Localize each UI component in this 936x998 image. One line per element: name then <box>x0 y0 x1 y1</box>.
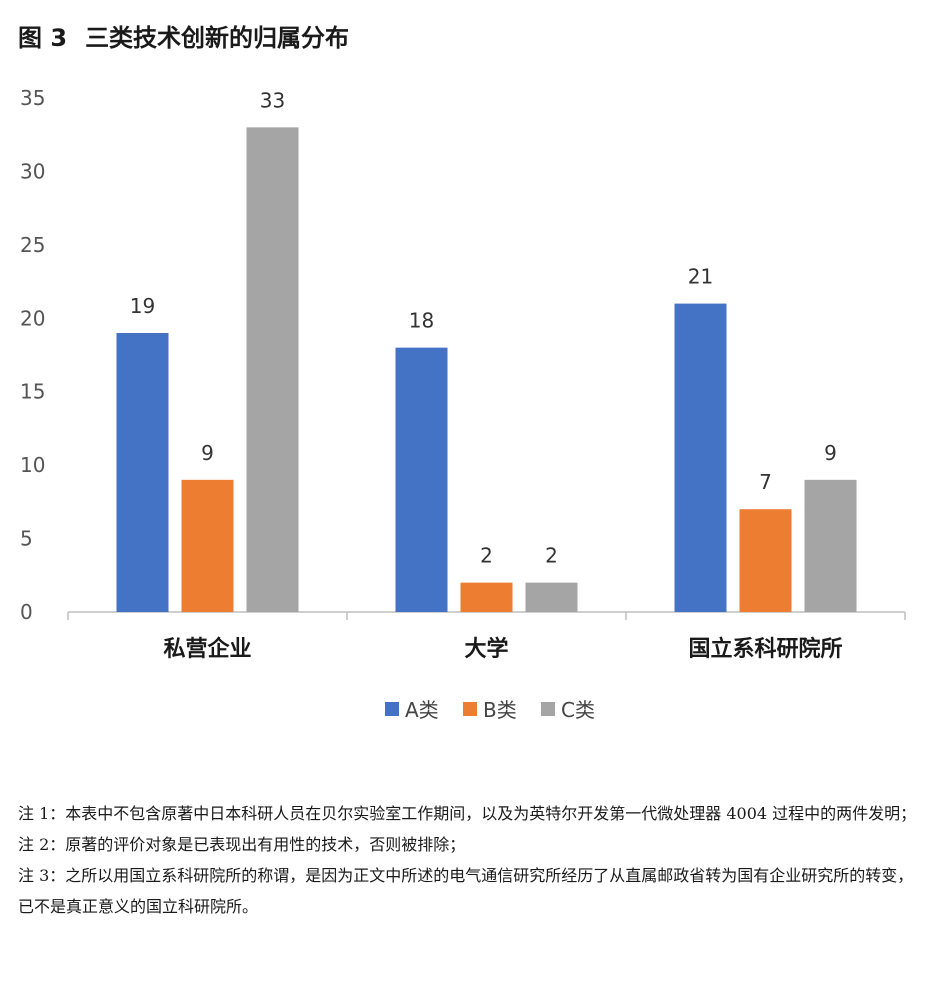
data-label: 2 <box>545 544 558 568</box>
legend-swatch <box>385 702 399 716</box>
bar <box>739 509 792 612</box>
note-3: 注 3：之所以用国立系科研院所的称谓，是因为正文中所述的电气通信研究所经历了从直… <box>18 866 914 916</box>
bar <box>246 127 299 612</box>
bar <box>395 347 448 612</box>
figure-title: 图 3 三类技术创新的归属分布 <box>18 18 349 53</box>
y-tick-label: 25 <box>20 233 45 257</box>
notes: 注 1：本表中不包含原著中日本科研人员在贝尔实验室工作期间，以及为英特尔开发第一… <box>18 798 918 922</box>
legend-label: A类 <box>405 698 439 722</box>
y-tick-label: 30 <box>20 159 45 183</box>
data-label: 7 <box>759 470 772 494</box>
data-label: 19 <box>130 294 155 318</box>
bar <box>460 582 513 612</box>
x-tick-label: 大学 <box>464 636 508 662</box>
y-tick-label: 10 <box>20 453 45 477</box>
y-tick-label: 35 <box>20 86 45 110</box>
bar <box>116 332 169 612</box>
bar-chart: 0 5 10 15 20 25 30 35 19 9 33 私营企业 18 2 2 大学 21 7 9 国立系科研院所… <box>20 86 906 722</box>
legend-swatch <box>541 702 555 716</box>
data-label: 2 <box>480 544 493 568</box>
y-tick-label: 20 <box>20 306 45 330</box>
y-tick-label: 15 <box>20 380 45 404</box>
y-tick-label: 5 <box>20 527 33 551</box>
data-label: 9 <box>201 441 214 465</box>
note-2: 注 2：原著的评价对象是已表现出有用性的技术，否则被排除； <box>18 835 466 854</box>
x-tick-label: 私营企业 <box>163 636 251 662</box>
x-tick-label: 国立系科研院所 <box>688 636 842 662</box>
bar <box>181 479 234 612</box>
figure-number: 图 3 <box>18 24 68 52</box>
bar <box>804 479 857 612</box>
figure-title-text: 三类技术创新的归属分布 <box>85 24 350 52</box>
data-label: 21 <box>688 265 713 289</box>
legend-label: B类 <box>483 698 517 722</box>
legend-swatch <box>463 702 477 716</box>
data-label: 33 <box>260 88 285 112</box>
note-1: 注 1：本表中不包含原著中日本科研人员在贝尔实验室工作期间，以及为英特尔开发第一… <box>18 804 917 823</box>
y-tick-label: 0 <box>20 600 33 624</box>
bar <box>674 303 727 612</box>
data-label: 18 <box>409 309 434 333</box>
data-label: 9 <box>824 441 837 465</box>
legend-label: C类 <box>561 698 595 722</box>
bar <box>525 582 578 612</box>
